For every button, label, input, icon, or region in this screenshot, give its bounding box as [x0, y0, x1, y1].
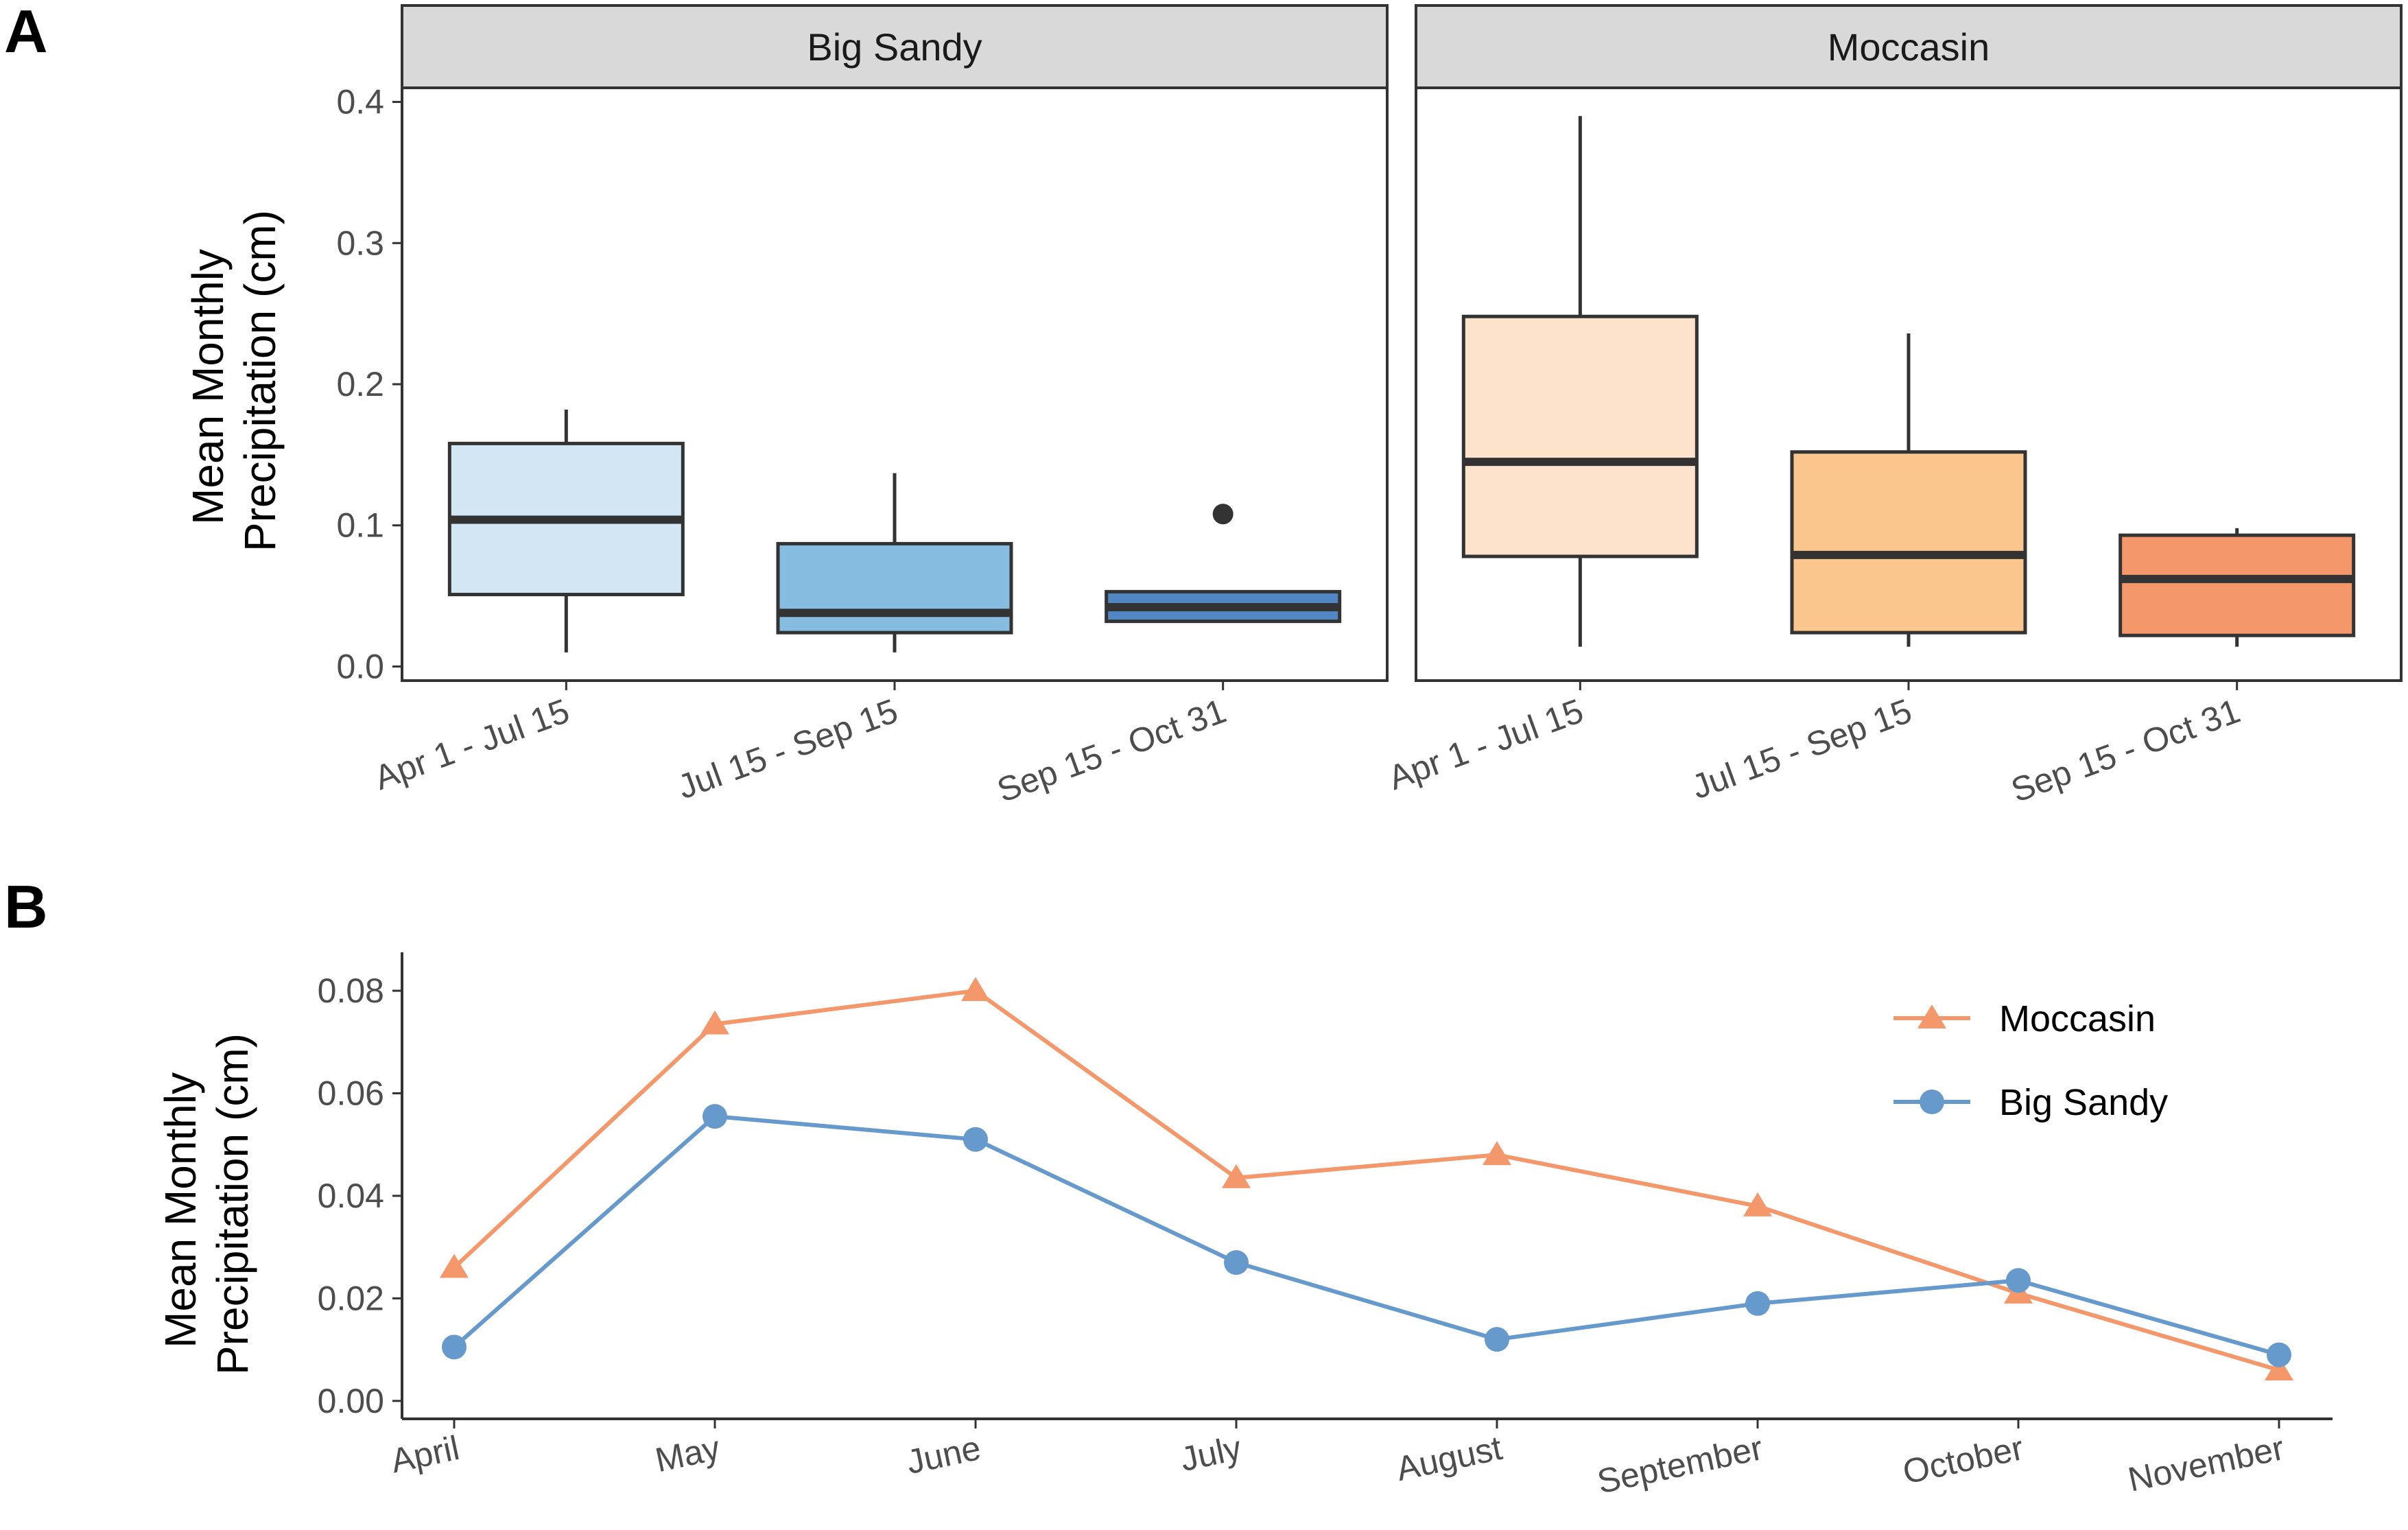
box-moccasin-3 [2118, 528, 2356, 647]
panel-b-y-tick-label: 0.06 [318, 1074, 384, 1112]
data-point-moccasin [440, 1254, 469, 1278]
panel-b-y-axis-title: Mean Monthly Precipitation (cm) [156, 1033, 257, 1375]
facet-big-sandy: Big Sandy Apr 1 - Jul 15 Jul 15 - Sep 15 Se… [370, 4, 1389, 810]
legend: Moccasin Big Sandy [1893, 998, 2168, 1123]
data-point-moccasin [961, 977, 990, 1002]
panel-b-y-tick-label: 0.04 [318, 1177, 384, 1215]
panel-b-y-tick-label: 0.02 [318, 1279, 384, 1317]
panel-b-line-chart: B Mean Monthly Precipitation (cm) 0.00 0.… [4, 873, 2333, 1501]
panel-b-y-axis-title-line1: Mean Monthly [156, 1072, 205, 1348]
panel-a-y-tick-label: 0.4 [336, 83, 384, 121]
data-point-moccasin [2265, 1356, 2293, 1381]
legend-key-marker-big-sandy [1920, 1090, 1944, 1114]
data-point-big-sandy [703, 1104, 727, 1129]
panel-b-x-tick-label: November [2125, 1428, 2287, 1499]
panel-a-y-tick-label: 0.3 [336, 224, 384, 262]
panel-a-x-tick-label: Apr 1 - Jul 15 [370, 692, 575, 797]
box-big-sandy-3 [1105, 504, 1342, 624]
series-line-big-sandy [453, 1114, 2280, 1357]
facet-strip-label-big-sandy: Big Sandy [807, 25, 982, 69]
box-big-sandy-1 [447, 410, 685, 652]
box-moccasin-2 [1790, 333, 2027, 647]
data-point-big-sandy [963, 1127, 988, 1152]
panel-b-x-tick-label: June [904, 1428, 984, 1481]
data-point-moccasin [1743, 1192, 1772, 1216]
box-moccasin-1 [1461, 116, 1699, 647]
panel-a-x-tick-label: Apr 1 - Jul 15 [1384, 692, 1589, 797]
facet-strip-big-sandy [401, 4, 1389, 89]
facet-strip-label-moccasin: Moccasin [1828, 25, 1990, 69]
data-point-big-sandy [1745, 1291, 1770, 1316]
box-iqr [2118, 533, 2356, 637]
panel-b-x-tick-label: October [1900, 1428, 2027, 1492]
data-point-big-sandy [2267, 1342, 2291, 1367]
panel-b-x-tick-label: August [1393, 1428, 1505, 1488]
panel-a-boxplots: A Mean Monthly Precipitation (cm) 0.0 0.1… [4, 0, 2403, 810]
panel-b-x-tick-label: September [1594, 1428, 1766, 1501]
data-point-big-sandy [1485, 1327, 1509, 1352]
data-point-moccasin [1222, 1164, 1251, 1188]
box-iqr [1461, 314, 1699, 558]
panel-b-x-tick-label: July [1177, 1428, 1245, 1479]
panel-a-x-tick-label: Jul 15 - Sep 15 [673, 692, 903, 807]
data-point-moccasin [1483, 1141, 1511, 1166]
panel-a-y-axis-title-line2: Precipitation (cm) [235, 210, 285, 552]
panel-a-y-tick-label: 0.0 [336, 647, 384, 685]
panel-b-x-tick-label: April [388, 1428, 462, 1481]
legend-key-marker-moccasin [1917, 1004, 1946, 1028]
data-point-big-sandy [2006, 1268, 2031, 1293]
series-big-sandy [442, 1104, 2291, 1367]
panel-a-x-tick-label: Sep 15 - Oct 31 [992, 692, 1231, 810]
panel-a-y-tick-label: 0.1 [336, 506, 384, 545]
panel-a-x-tick-label: Sep 15 - Oct 31 [2006, 692, 2245, 810]
panel-a-x-tick-label: Jul 15 - Sep 15 [1687, 692, 1917, 807]
panel-a-y-axis-title-line1: Mean Monthly [183, 249, 233, 525]
box-iqr [1790, 450, 2027, 635]
legend-label-moccasin: Moccasin [1999, 998, 2156, 1039]
data-point-big-sandy [1224, 1250, 1249, 1275]
data-point-big-sandy [442, 1334, 467, 1360]
box-outlier [1212, 504, 1233, 525]
box-big-sandy-2 [776, 473, 1013, 652]
panel-a-label: A [4, 0, 48, 65]
series-line-moccasin [452, 989, 2280, 1372]
panel-b-y-axis-title-line2: Precipitation (cm) [208, 1033, 257, 1375]
series-moccasin [440, 977, 2293, 1381]
facet-moccasin: Moccasin Apr 1 - Jul 15 Jul 15 - Sep 15 Sep… [1384, 4, 2403, 810]
panel-b-y-tick-label: 0.08 [318, 972, 384, 1010]
box-iqr [776, 541, 1013, 635]
panel-b-x-tick-label: May [652, 1428, 723, 1479]
data-point-moccasin [700, 1010, 729, 1035]
legend-label-big-sandy: Big Sandy [1999, 1082, 2168, 1123]
panel-a-y-tick-label: 0.2 [336, 365, 384, 403]
panel-b-y-tick-label: 0.00 [318, 1382, 384, 1420]
panel-a-y-axis-title: Mean Monthly Precipitation (cm) [183, 210, 285, 552]
panel-b-label: B [4, 873, 48, 941]
